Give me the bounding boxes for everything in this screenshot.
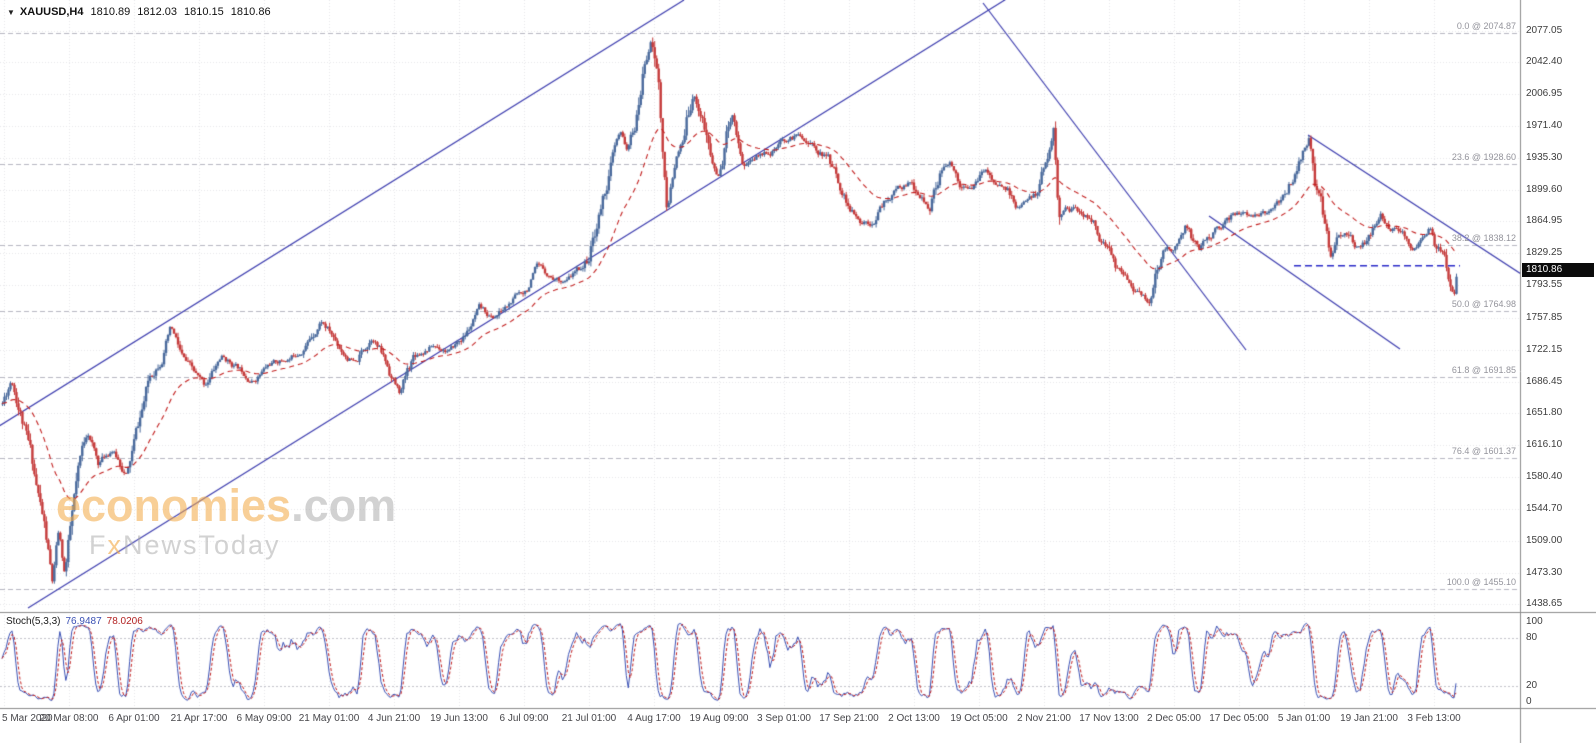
current-price-tag: 1810.86 [1522,262,1594,277]
stochastic-k-value: 76.9487 [65,616,102,627]
watermark-brand-suffix: .com [291,480,397,531]
ohlc-close-value: 1810.86 [230,6,271,18]
watermark-brand: economies.com [56,481,396,531]
watermark-sub-post: NewsToday [123,530,281,560]
ohlc-low-value: 1810.15 [184,6,224,18]
symbol-marker-icon: ▼ [7,7,15,17]
stochastic-d-value: 78.0206 [106,616,143,627]
watermark-sub-pre: F [89,530,108,560]
watermark-brand-name: economies [56,480,292,531]
symbol-info-bar: ▼ XAUUSD,H4 1810.89 1812.03 1810.15 1810… [7,6,271,18]
ohlc-high-value: 1812.03 [137,6,178,18]
ohlc-open-value: 1810.89 [90,6,131,18]
stochastic-indicator-label: Stoch(5,3,3) 76.9487 78.0206 [6,616,143,627]
symbol-timeframe-label: XAUUSD,H4 [19,6,84,18]
stochastic-name: Stoch(5,3,3) [6,616,61,627]
watermark-subtitle: FxNewsToday [89,531,396,560]
watermark-logo: economies.com FxNewsToday [56,481,396,560]
watermark-sub-accent: x [107,530,123,560]
